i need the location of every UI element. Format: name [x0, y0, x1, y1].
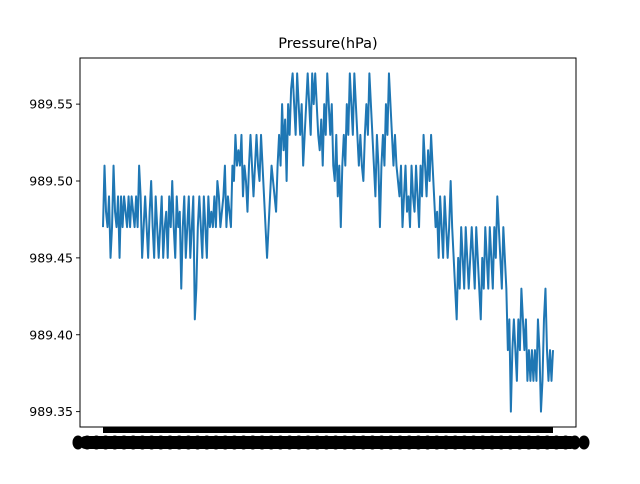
- y-tick-label: 989.55: [29, 97, 73, 112]
- y-tick-label: 989.35: [29, 404, 73, 419]
- y-tick-label: 989.50: [29, 174, 73, 189]
- y-tick-label: 989.40: [29, 327, 73, 342]
- x-axis: [72, 427, 590, 450]
- y-tick-label: 989.45: [29, 250, 73, 265]
- x-tick-labels-overlapping: [72, 435, 590, 450]
- x-tick-marks: [103, 427, 553, 433]
- y-axis: 989.35 989.40 989.45 989.50 989.55: [29, 97, 80, 419]
- chart-title: Pressure(hPa): [278, 36, 377, 52]
- pressure-series-line: [102, 72, 554, 413]
